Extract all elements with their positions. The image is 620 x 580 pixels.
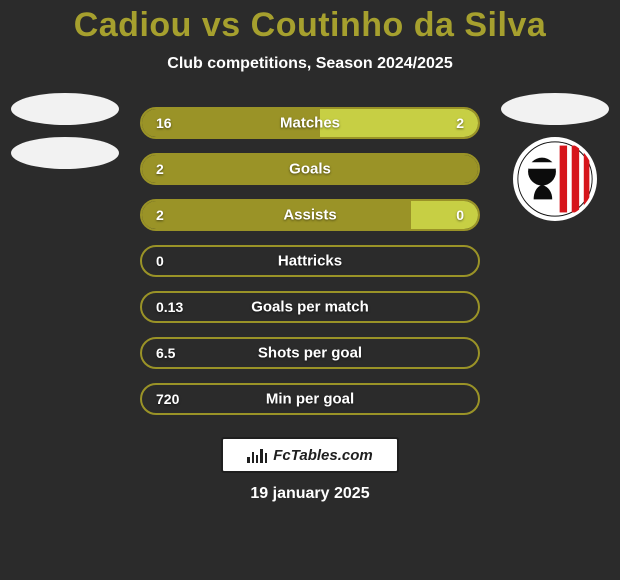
stat-label: Goals per match [251,299,369,316]
stat-label: Assists [283,207,336,224]
stat-value-left: 0 [156,253,164,269]
stat-bar: 0 Hattricks [140,245,480,277]
stat-label: Min per goal [266,391,354,408]
stat-value-left: 2 [156,207,164,223]
stat-value-left: 720 [156,391,179,407]
footer-date: 19 january 2025 [0,485,620,503]
stat-bar: 720 Min per goal [140,383,480,415]
stat-bar-fill-right [411,201,478,229]
stat-value-right: 0 [456,207,464,223]
stat-bar-fill-right [320,109,478,137]
stat-bar: 2 0 Assists [140,199,480,231]
brand-text: FcTables.com [273,447,372,464]
brand-badge: FcTables.com [221,437,399,473]
stat-value-left: 2 [156,161,164,177]
player-right-column [490,93,620,221]
subtitle: Club competitions, Season 2024/2025 [0,55,620,73]
bars-icon [247,447,267,463]
player-avatar-ellipse [11,93,119,125]
page-title: Cadiou vs Coutinho da Silva [0,6,620,45]
stat-bar: 6.5 Shots per goal [140,337,480,369]
player-avatar-ellipse [11,137,119,169]
stat-bar-fill-left [142,201,411,229]
stat-bar: 0.13 Goals per match [140,291,480,323]
stat-label: Matches [280,115,340,132]
player-avatar-ellipse [501,93,609,125]
main-content: 16 2 Matches 2 Goals 2 0 Assists 0 Hattricks 0.13 G… [0,107,620,415]
stat-bar: 16 2 Matches [140,107,480,139]
stat-bars: 16 2 Matches 2 Goals 2 0 Assists 0 Hattricks 0.13 G… [140,107,480,415]
stat-value-left: 6.5 [156,345,175,361]
stat-bar: 2 Goals [140,153,480,185]
stat-value-right: 2 [456,115,464,131]
stat-label: Goals [289,161,331,178]
player-left-column [0,93,130,169]
stat-label: Hattricks [278,253,342,270]
stat-label: Shots per goal [258,345,362,362]
stat-value-left: 0.13 [156,299,183,315]
club-badge-icon [513,137,597,221]
stat-value-left: 16 [156,115,172,131]
comparison-infographic: Cadiou vs Coutinho da Silva Club competi… [0,0,620,580]
